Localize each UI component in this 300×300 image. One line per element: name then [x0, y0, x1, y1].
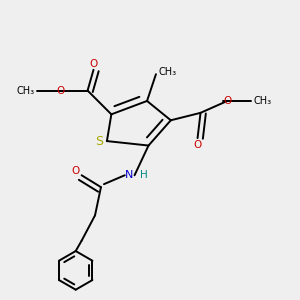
Text: O: O — [89, 59, 98, 69]
Text: CH₃: CH₃ — [254, 96, 272, 106]
Text: CH₃: CH₃ — [158, 67, 176, 77]
Text: H: H — [140, 170, 148, 180]
Text: S: S — [95, 135, 104, 148]
Text: O: O — [194, 140, 202, 150]
Text: CH₃: CH₃ — [16, 85, 35, 96]
Text: O: O — [223, 96, 231, 106]
Text: N: N — [125, 170, 134, 180]
Text: O: O — [72, 166, 80, 176]
Text: O: O — [57, 85, 65, 96]
